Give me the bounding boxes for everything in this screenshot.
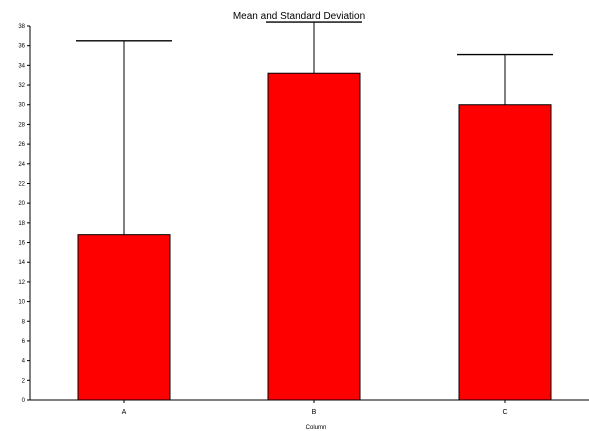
y-tick-label-2: 2: [22, 378, 26, 384]
x-axis-label: Column: [306, 425, 327, 431]
x-category-label-B: B: [312, 409, 317, 416]
error-bars: [76, 21, 553, 235]
chart-title: Mean and Standard Deviation: [233, 11, 365, 22]
y-tick-label-28: 28: [18, 122, 25, 128]
y-tick-label-16: 16: [18, 241, 25, 247]
y-tick-label-22: 22: [18, 181, 25, 187]
y-tick-label-30: 30: [18, 103, 25, 109]
y-tick-label-36: 36: [18, 44, 25, 50]
y-tick-label-8: 8: [22, 319, 26, 325]
bar-C: [458, 104, 552, 401]
y-tick-label-4: 4: [22, 359, 26, 365]
y-tick-label-26: 26: [18, 142, 25, 148]
y-tick-label-18: 18: [18, 221, 25, 227]
y-tick-label-38: 38: [18, 24, 25, 30]
y-tick-label-14: 14: [18, 260, 25, 266]
x-category-label-C: C: [502, 409, 507, 416]
x-category-label-A: A: [122, 409, 127, 416]
bars: [77, 72, 552, 401]
y-tick-label-24: 24: [18, 162, 25, 168]
bar-B: [267, 72, 361, 401]
y-tick-label-32: 32: [18, 83, 25, 89]
y-tick-label-10: 10: [18, 300, 25, 306]
y-tick-label-34: 34: [18, 63, 25, 69]
y-tick-label-0: 0: [22, 398, 26, 404]
y-tick-label-12: 12: [18, 280, 25, 286]
y-tick-label-6: 6: [22, 339, 26, 345]
bar-A: [77, 234, 171, 401]
y-tick-label-20: 20: [18, 201, 25, 207]
x-axis-categories: A B C: [122, 400, 508, 416]
